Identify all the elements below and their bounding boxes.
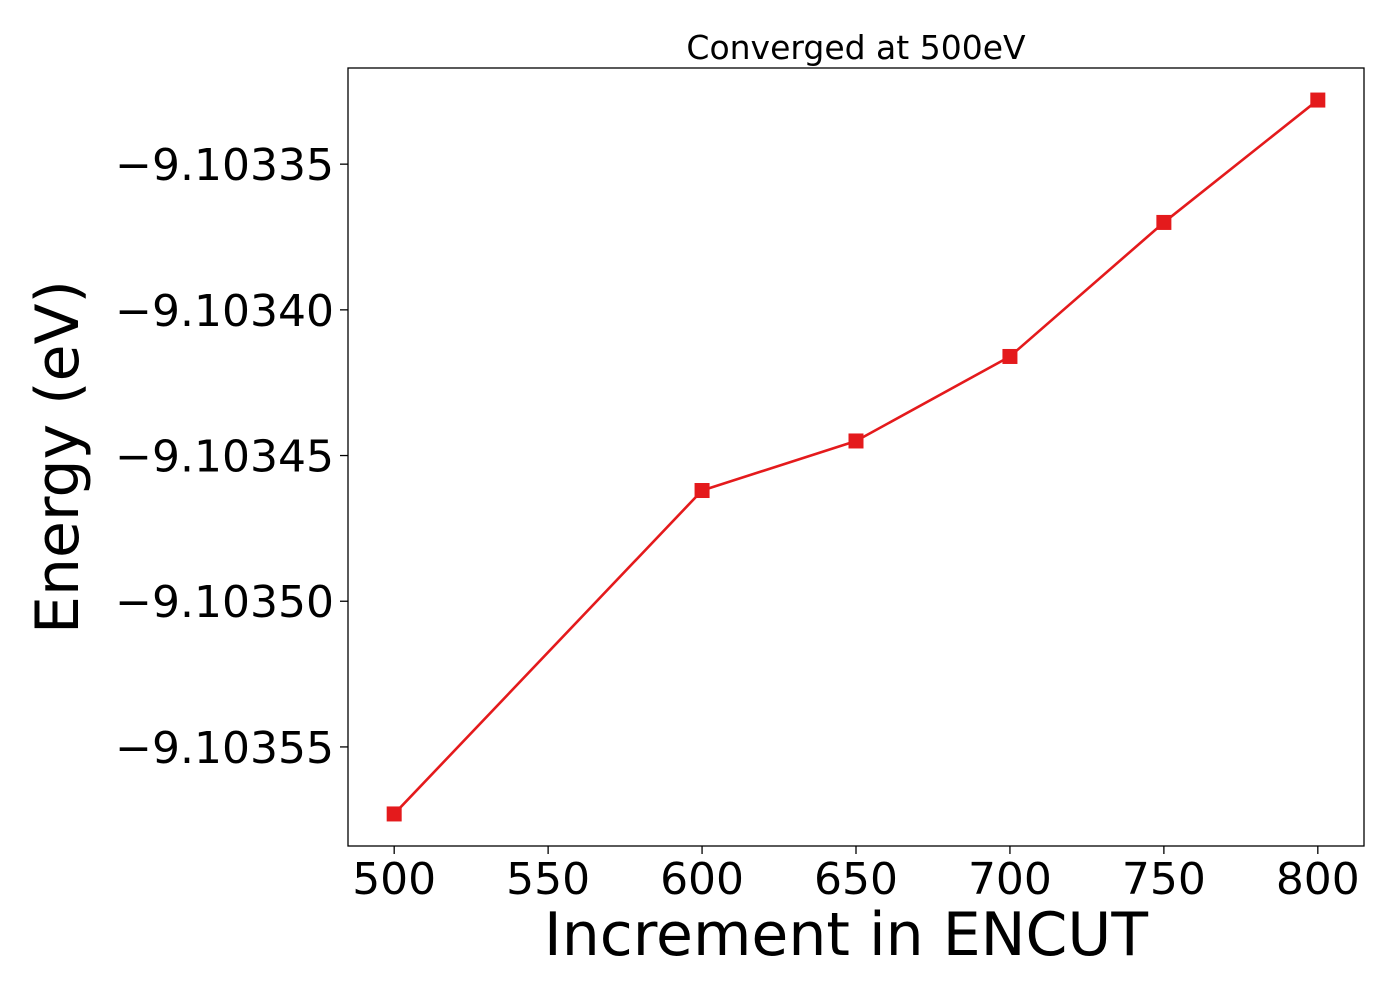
y-axis-label: Energy (eV) xyxy=(23,280,93,634)
x-tick-label-800: 800 xyxy=(1276,854,1360,905)
data-point-650 xyxy=(848,433,864,449)
data-point-600 xyxy=(694,483,710,499)
chart-title: Converged at 500eV xyxy=(686,28,1026,67)
y-tick-label-4: −9.10335 xyxy=(115,140,334,191)
axes-frame xyxy=(347,67,1365,847)
y-tick-label-2: −9.10345 xyxy=(115,432,334,483)
plot-area: 500 550 600 650 700 750 800 −9.10355 −9.10350 −9.… xyxy=(115,67,1365,905)
series-line-0 xyxy=(392,98,1320,816)
data-point-700 xyxy=(1002,348,1018,364)
y-tick-label-0: −9.10355 xyxy=(115,723,334,774)
x-axis-label: Increment in ENCUT xyxy=(544,900,1148,970)
data-point-500 xyxy=(386,806,402,822)
x-tick-label-750: 750 xyxy=(1122,854,1206,905)
x-tick-label-550: 550 xyxy=(506,854,590,905)
x-tick-label-650: 650 xyxy=(814,854,898,905)
x-tick-label-700: 700 xyxy=(968,854,1052,905)
x-tick-label-500: 500 xyxy=(352,854,436,905)
y-tick-label-3: −9.10340 xyxy=(115,286,334,337)
x-tick-label-600: 600 xyxy=(660,854,744,905)
data-point-800 xyxy=(1310,92,1326,108)
y-tick-label-1: −9.10350 xyxy=(115,577,334,628)
data-point-750 xyxy=(1156,214,1172,230)
